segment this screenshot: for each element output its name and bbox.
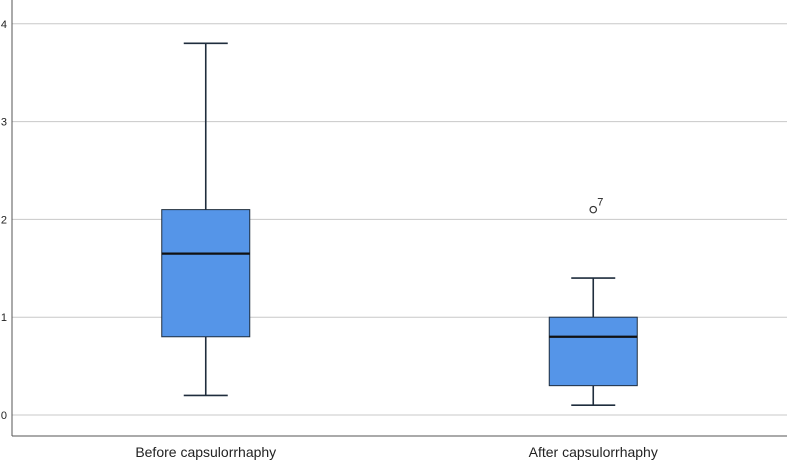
box-2: 7 xyxy=(548,197,638,407)
x-category-label-1: Before capsulorrhaphy xyxy=(135,444,276,460)
interquartile-box xyxy=(548,316,638,387)
x-axis-category-labels: Before capsulorrhaphy After capsulorrhaph… xyxy=(135,444,658,460)
outlier-label: 7 xyxy=(597,197,603,209)
y-gridlines xyxy=(12,23,787,416)
y-tick-label-0: 0 xyxy=(1,410,7,422)
box-1 xyxy=(161,42,251,397)
y-tick-label-4: 4 xyxy=(1,19,7,31)
y-axis-tick-labels: 0 1 2 3 4 xyxy=(1,19,7,422)
box-series: 7 xyxy=(161,42,638,407)
y-tick-label-3: 3 xyxy=(1,117,7,129)
y-tick-label-2: 2 xyxy=(1,214,7,226)
y-tick-label-1: 1 xyxy=(1,312,7,324)
interquartile-box xyxy=(161,209,251,338)
outlier-point xyxy=(589,205,598,214)
x-category-label-2: After capsulorrhaphy xyxy=(529,444,658,460)
